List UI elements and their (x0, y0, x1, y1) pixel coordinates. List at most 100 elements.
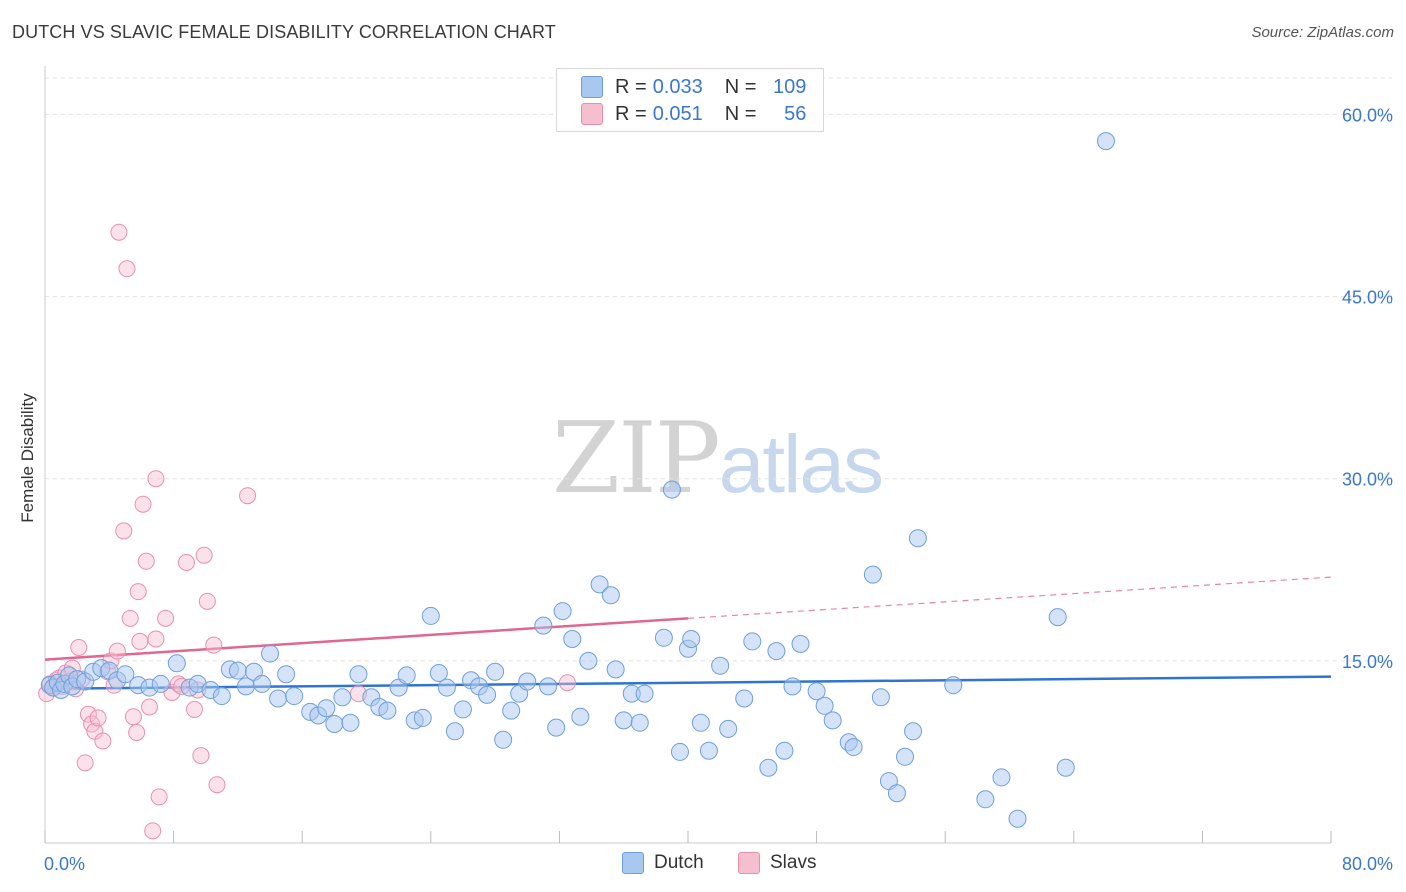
legend-row-dutch: R = 0.033 N = 109 (581, 75, 806, 99)
stats-legend: R = 0.033 N = 109 R = 0.051 N = 56 (556, 68, 824, 132)
dutch-point (992, 768, 1011, 787)
dutch-legend-swatch (622, 852, 644, 874)
dutch-point (614, 711, 633, 730)
dutch-point (606, 660, 625, 679)
watermark-atlas: atlas (718, 419, 884, 510)
dutch-point (333, 688, 352, 707)
slavs-point (157, 609, 175, 627)
dutch-point (662, 480, 681, 499)
dutch-point (807, 682, 826, 701)
dutch-point (518, 672, 537, 691)
dutch-point (341, 713, 360, 732)
dutch-point (116, 665, 135, 684)
dutch-point (630, 713, 649, 732)
dutch-point (534, 616, 553, 635)
gridlines (45, 77, 1392, 662)
slavs-legend-label: Slavs (770, 852, 817, 873)
dutch-point (815, 696, 834, 715)
dutch-point (253, 674, 272, 693)
slavs-point (128, 724, 146, 741)
dutch-point (325, 715, 344, 733)
dutch-point (167, 654, 186, 673)
slavs-legend-swatch (738, 852, 760, 874)
dutch-point (743, 632, 762, 651)
dutch-point (976, 790, 995, 809)
slavs-point (124, 708, 142, 726)
y-tick-label: 15.0% (1342, 652, 1393, 672)
n-value: 109 (773, 75, 807, 98)
slavs-point (185, 700, 203, 718)
dutch-legend-label: Dutch (654, 852, 704, 873)
slavs-point (134, 495, 152, 513)
dutch-point (421, 606, 440, 625)
dutch-point (486, 662, 505, 681)
slavs-point (192, 747, 210, 765)
legend-row-slavs: R = 0.051 N = 56 (581, 102, 806, 126)
dutch-point (691, 713, 710, 732)
dutch-point (601, 586, 620, 605)
dutch-point (635, 684, 654, 703)
dutch-point (445, 722, 464, 741)
legend-item-dutch[interactable]: Dutch (622, 852, 704, 874)
chart-title: DUTCH VS SLAVIC FEMALE DISABILITY CORREL… (12, 22, 556, 42)
watermark-zip: ZIP (552, 402, 721, 516)
dutch-point (563, 630, 582, 648)
dutch-point (437, 678, 456, 697)
y-tick-label: 45.0% (1342, 288, 1393, 308)
dutch-point (494, 730, 513, 749)
dutch-point (791, 634, 810, 653)
dutch-point (896, 747, 915, 766)
source-credit: Source: ZipAtlas.com (1251, 24, 1394, 41)
axes (44, 66, 1332, 844)
legend-item-slavs[interactable]: Slavs (738, 852, 816, 874)
slavs-point (558, 674, 576, 692)
dutch-point (553, 602, 572, 621)
slavs-point (198, 592, 216, 610)
slavs-point (121, 609, 139, 627)
x-tick-label-max: 80.0% (1342, 854, 1393, 874)
slavs-point (140, 698, 158, 716)
dutch-point (944, 676, 963, 695)
dutch-point (413, 708, 432, 727)
dutch-point (429, 664, 448, 682)
n-value: 56 (784, 102, 807, 125)
dutch-point (579, 651, 598, 670)
slavs-point (115, 522, 133, 540)
dutch-point (711, 656, 730, 675)
dutch-points (40, 132, 1115, 828)
dutch-point (871, 688, 890, 707)
y-tick-label: 60.0% (1342, 105, 1393, 125)
dutch-point (823, 711, 842, 730)
slavs-swatch (581, 103, 603, 125)
dutch-point (151, 674, 170, 693)
dutch-point (269, 689, 288, 708)
r-value: 0.033 (652, 75, 703, 98)
dutch-point (670, 742, 689, 761)
dutch-point (887, 784, 906, 803)
dutch-point (453, 700, 472, 719)
slavs-point (144, 822, 162, 840)
slavs-point (239, 487, 257, 505)
slavs-point (76, 754, 94, 772)
dutch-point (539, 677, 558, 696)
r-label: R = (615, 102, 647, 125)
slavs-point (70, 639, 88, 656)
dutch-point (228, 661, 247, 680)
dutch-point (654, 628, 673, 647)
slavs-trend-dashed (687, 576, 1332, 619)
dutch-point (478, 685, 497, 704)
dutch-point (767, 642, 786, 661)
slavs-point (118, 260, 136, 278)
slavs-point (195, 546, 213, 564)
x-tick-label-min: 0.0% (44, 854, 85, 874)
slavs-point (129, 583, 147, 601)
dutch-point (397, 666, 416, 685)
dutch-point (783, 677, 802, 696)
r-label: R = (615, 75, 647, 98)
dutch-point (904, 722, 923, 741)
y-tick-label: 30.0% (1342, 470, 1393, 490)
slavs-point (147, 630, 165, 648)
dutch-point (699, 741, 718, 760)
slavs-trend-line (44, 617, 689, 661)
